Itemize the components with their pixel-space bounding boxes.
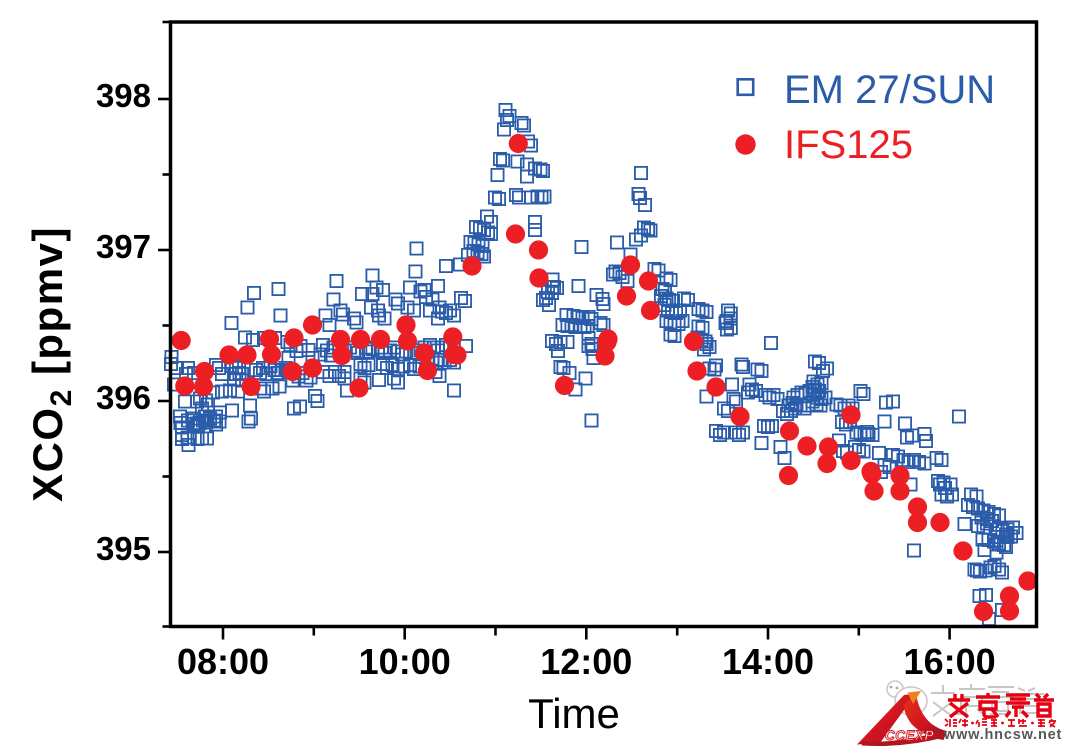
svg-text:16:00: 16:00 <box>904 641 996 682</box>
svg-text:12:00: 12:00 <box>540 641 632 682</box>
svg-text:EM 27/SUN: EM 27/SUN <box>784 68 995 112</box>
svg-text:CCEXP: CCEXP <box>885 728 935 743</box>
svg-text:10:00: 10:00 <box>359 641 451 682</box>
svg-text:Time: Time <box>528 690 620 737</box>
svg-text:396: 396 <box>96 379 151 416</box>
svg-text:XCO2 [ppmv]: XCO2 [ppmv] <box>24 226 78 502</box>
svg-text:14:00: 14:00 <box>722 641 814 682</box>
svg-text:397: 397 <box>96 228 151 265</box>
svg-text:IFS125: IFS125 <box>784 123 913 167</box>
svg-text:www.hncsw.net: www.hncsw.net <box>943 727 1062 743</box>
svg-text:398: 398 <box>96 77 151 114</box>
svg-text:395: 395 <box>96 530 151 567</box>
svg-text:08:00: 08:00 <box>177 641 269 682</box>
